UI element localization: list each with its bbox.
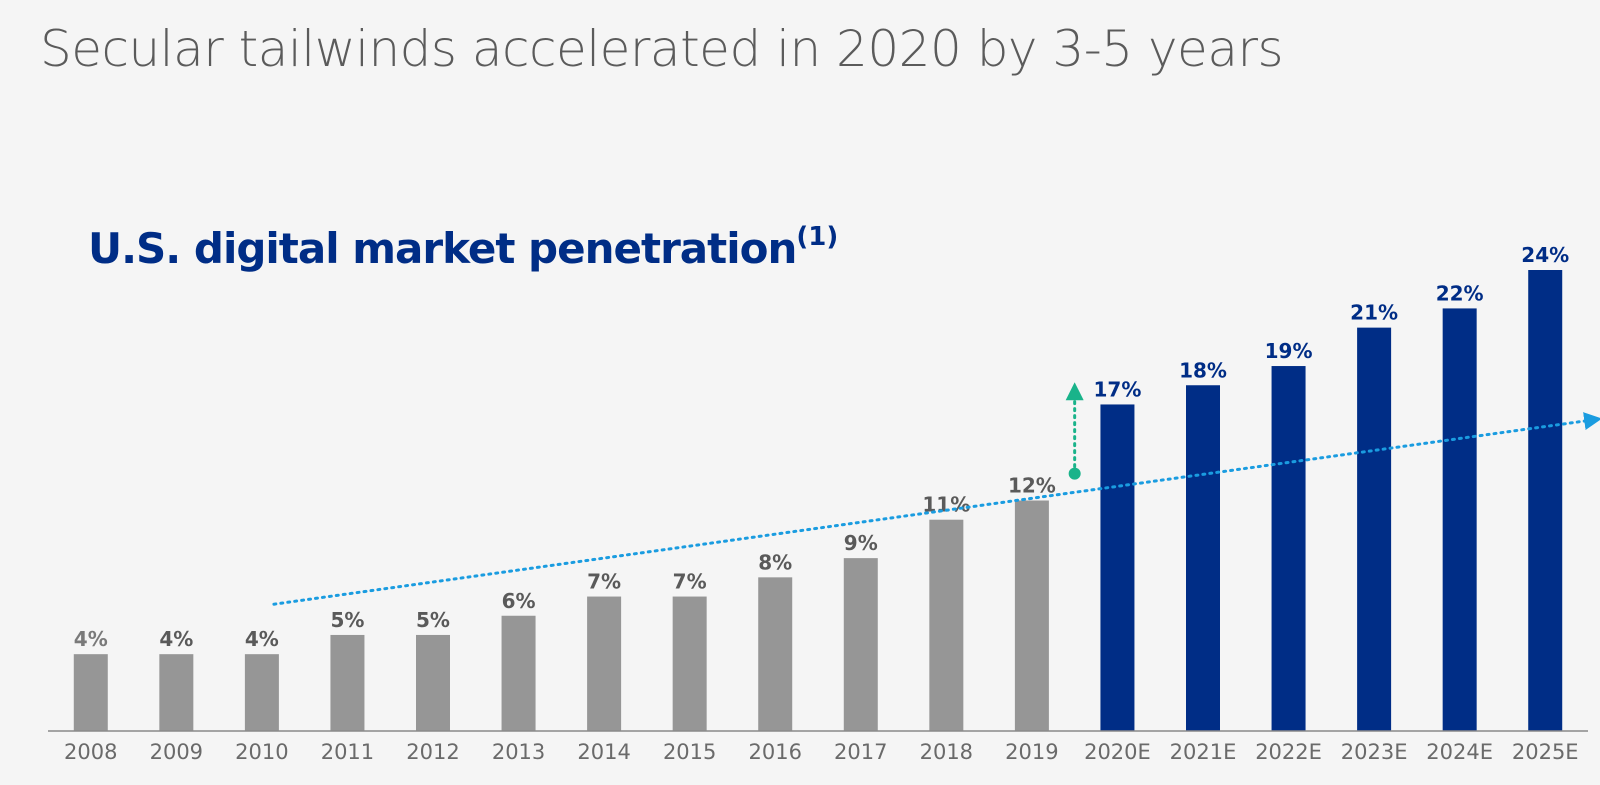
x-tick-2020e: 2020E	[1084, 740, 1151, 764]
trend-line	[272, 412, 1600, 606]
data-label-2012: 5%	[416, 608, 450, 632]
data-label-2019: 12%	[1008, 474, 1056, 498]
data-label-2008: 4%	[74, 627, 108, 651]
data-label-2022e: 19%	[1265, 339, 1313, 363]
x-tick-2025e: 2025E	[1512, 740, 1579, 764]
data-label-2024e: 22%	[1436, 281, 1484, 305]
data-label-2015: 7%	[673, 570, 707, 594]
slide-title: Secular tailwinds accelerated in 2020 by…	[40, 20, 1284, 78]
data-label-2016: 8%	[758, 550, 792, 574]
x-tick-2008: 2008	[64, 740, 117, 764]
x-tick-2017: 2017	[834, 740, 887, 764]
acceleration-arrow-origin-dot	[1068, 467, 1081, 480]
data-label-2014: 7%	[587, 570, 621, 594]
data-label-2020e: 17%	[1094, 377, 1142, 401]
x-tick-2010: 2010	[235, 740, 288, 764]
bar-2008	[73, 654, 108, 731]
bar-2021e	[1186, 385, 1220, 731]
bar-2024e	[1442, 308, 1477, 731]
data-label-2009: 4%	[159, 627, 193, 651]
x-tick-2018: 2018	[920, 740, 973, 764]
chart-title-footnote: (1)	[796, 222, 839, 252]
bar-2015	[672, 596, 707, 731]
data-label-2025e: 24%	[1521, 243, 1569, 267]
bar-2025e	[1528, 270, 1563, 731]
x-tick-2009: 2009	[150, 740, 203, 764]
x-tick-2011: 2011	[321, 740, 374, 764]
bar-2017	[843, 558, 878, 731]
x-tick-2022e: 2022E	[1255, 740, 1322, 764]
data-label-2018: 11%	[922, 493, 970, 517]
bar-2014	[587, 596, 622, 731]
bar-2013	[501, 615, 536, 731]
bar-2012	[416, 634, 450, 731]
data-label-2017: 9%	[844, 531, 878, 555]
bar-2022e	[1271, 366, 1306, 731]
bar-2011	[330, 634, 365, 731]
x-tick-2019: 2019	[1005, 740, 1058, 764]
bar-2018	[929, 519, 964, 731]
x-tick-2014: 2014	[577, 740, 630, 764]
data-label-2021e: 18%	[1179, 358, 1227, 382]
x-tick-2016: 2016	[748, 740, 801, 764]
x-tick-2021e: 2021E	[1170, 740, 1237, 764]
x-tick-2023e: 2023E	[1341, 740, 1408, 764]
data-label-2013: 6%	[502, 589, 536, 613]
chart-title-text: U.S. digital market penetration	[88, 224, 797, 273]
bar-2010	[244, 654, 279, 731]
bar-2016	[758, 577, 793, 731]
x-tick-2015: 2015	[663, 740, 716, 764]
bar-2020e	[1100, 404, 1135, 731]
x-tick-2024e: 2024E	[1426, 740, 1493, 764]
data-label-2023e: 21%	[1350, 301, 1398, 325]
data-label-2010: 4%	[245, 627, 279, 651]
bar-2023e	[1357, 327, 1392, 731]
bar-2019	[1014, 500, 1049, 731]
chart-title: U.S. digital market penetration(1)	[88, 222, 838, 273]
x-tick-2012: 2012	[406, 740, 459, 764]
data-label-2011: 5%	[330, 608, 364, 632]
bar-2009	[159, 654, 194, 731]
x-tick-2013: 2013	[492, 740, 545, 764]
